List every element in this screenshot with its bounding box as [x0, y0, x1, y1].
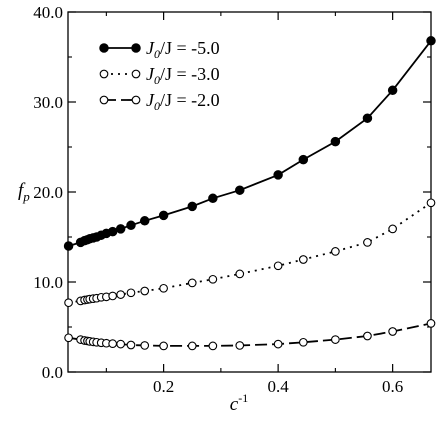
series-0-point-16: [235, 185, 245, 195]
legend-label-rest-2: /J = -2.0: [160, 90, 220, 110]
series-0-point-9: [107, 226, 118, 237]
legend-marker-0-1: [131, 43, 141, 53]
legend-marker-2-0: [99, 95, 109, 105]
series-0-point-20: [362, 113, 373, 123]
series-0-point-0: [63, 241, 74, 251]
x-tick-label-0: 0.2: [153, 377, 174, 396]
legend-item-0: J0/J = -5.0: [99, 38, 220, 61]
legend-label-sub-1: 0: [154, 73, 160, 87]
series-2-point-20: [363, 331, 372, 341]
series-0-point-10: [115, 224, 126, 234]
legend-item-1: J0/J = -3.0: [99, 64, 220, 87]
series-2-point-18: [298, 337, 308, 347]
x-axis-title-sup: -1: [238, 391, 248, 405]
series-2-point-16: [235, 341, 245, 350]
series-2-point-22: [426, 319, 436, 328]
legend-label-main-0: J: [146, 38, 155, 58]
series-2-point-13: [159, 341, 168, 351]
series-0-point-22: [426, 36, 436, 46]
series-2-point-0: [64, 333, 73, 343]
legend-label-0: J0/J = -5.0: [146, 38, 220, 61]
series-1-point-19: [331, 247, 340, 256]
series-1-point-10: [116, 290, 126, 299]
y-tick-label-2: 20.0: [33, 183, 63, 202]
y-tick-label-3: 30.0: [33, 93, 63, 112]
legend-marker-2-1: [131, 95, 141, 105]
series-0: [63, 36, 436, 251]
series-1-point-21: [388, 224, 397, 234]
series-2-point-9: [108, 339, 118, 349]
plot-frame: [67, 11, 432, 373]
series-1-point-15: [208, 274, 218, 284]
series-0-point-17: [273, 170, 283, 180]
series-0-point-21: [387, 85, 398, 96]
y-axis-title-main: f: [18, 180, 26, 201]
series-0-point-12: [139, 216, 150, 226]
series-line-0: [68, 40, 432, 247]
series-2-point-15: [208, 341, 218, 351]
series-1: [64, 198, 436, 308]
legend-label-rest-1: /J = -3.0: [160, 64, 220, 84]
y-axis-title: fp: [18, 180, 30, 204]
x-tick-label-2: 0.6: [382, 377, 403, 396]
series-1-point-9: [108, 291, 118, 301]
series-2-point-19: [331, 335, 340, 344]
y-tick-label-1: 10.0: [33, 273, 63, 292]
series-0-point-13: [158, 210, 169, 221]
series-2-point-12: [140, 341, 150, 350]
series-1-point-14: [187, 278, 197, 288]
series-line-1: [68, 202, 432, 304]
series-layer: [63, 36, 436, 351]
legend-label-main-2: J: [146, 90, 155, 110]
series-2: [64, 319, 436, 351]
series-2-point-10: [116, 339, 126, 349]
legend-label-1: J0/J = -3.0: [146, 64, 220, 87]
series-0-point-19: [330, 136, 341, 147]
legend-marker-0-0: [99, 43, 109, 53]
series-0-point-18: [298, 154, 309, 165]
y-axis-title-sub: p: [22, 189, 30, 204]
legend-marker-1-1: [131, 69, 141, 79]
series-2-point-17: [273, 339, 283, 349]
series-2-point-21: [388, 327, 397, 336]
series-1-point-16: [235, 269, 245, 279]
series-0-point-14: [187, 201, 197, 212]
series-0-point-15: [208, 193, 218, 204]
series-2-point-11: [126, 340, 136, 350]
y-tick-label-4: 40.0: [33, 3, 63, 22]
series-2-point-14: [187, 341, 197, 351]
series-1-point-17: [273, 261, 283, 271]
series-0-point-11: [126, 220, 136, 231]
series-1-point-13: [159, 283, 168, 293]
legend-label-sub-2: 0: [154, 99, 160, 113]
x-axis-title: c-1: [230, 391, 248, 415]
series-1-point-20: [363, 238, 372, 247]
legend: J0/J = -5.0J0/J = -3.0J0/J = -2.0: [99, 38, 220, 113]
legend-label-main-1: J: [146, 64, 155, 84]
series-1-point-22: [426, 198, 436, 208]
legend-label-sub-0: 0: [154, 47, 160, 61]
legend-item-2: J0/J = -2.0: [99, 90, 220, 113]
y-tick-label-0: 0.0: [42, 363, 63, 382]
legend-marker-1-0: [99, 69, 109, 79]
series-1-point-12: [140, 286, 150, 296]
axis-ticks: 0.0 10.0 20.0 30.0 40.0 0.2 0.4 0.6: [33, 3, 431, 396]
x-tick-label-1: 0.4: [268, 377, 290, 396]
series-1-point-0: [64, 298, 73, 308]
x-axis-title-main: c: [230, 394, 239, 415]
series-1-point-18: [298, 255, 308, 264]
legend-label-2: J0/J = -2.0: [146, 90, 220, 113]
legend-label-rest-0: /J = -5.0: [160, 38, 220, 58]
series-1-point-11: [126, 288, 136, 298]
